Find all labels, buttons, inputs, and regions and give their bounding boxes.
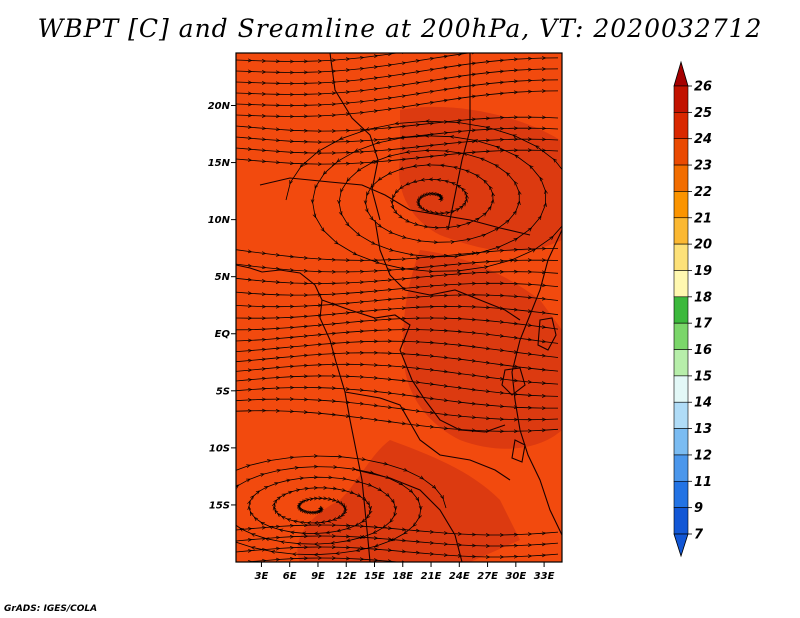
streamline-central xyxy=(236,318,559,330)
colorbar-top-arrow xyxy=(673,60,689,87)
footer-credit: GrADS: IGES/COLA xyxy=(4,604,98,614)
colorbar-segment xyxy=(673,217,689,245)
colorbar-level-label: 21 xyxy=(694,211,712,226)
colorbar-segment xyxy=(673,322,689,350)
lat-tick-label: 15N xyxy=(208,158,231,169)
colorbar-bottom-arrow xyxy=(673,533,689,558)
cyclone-south-spiral xyxy=(236,456,447,555)
colorbar-segment xyxy=(673,112,689,140)
border-south-1 xyxy=(344,391,511,481)
colorbar-level-label: 25 xyxy=(694,106,712,121)
colorbar-level-label: 22 xyxy=(694,185,712,200)
colorbar-segment xyxy=(673,480,689,508)
colorbar-segment xyxy=(673,296,689,324)
lon-tick-label: 24E xyxy=(449,571,470,582)
latitude-axis: 20N 15N 10N 5N EQ 5S 10S 15S xyxy=(208,101,236,511)
lon-tick-label: 3E xyxy=(255,571,269,582)
lon-tick-label: 12E xyxy=(336,571,357,582)
cyclone-north-spiral xyxy=(285,121,562,271)
colorbar-level-label: 24 xyxy=(694,132,712,147)
colorbar-level-label: 14 xyxy=(694,396,712,411)
border-mid-1 xyxy=(259,177,531,236)
lat-tick-label: EQ xyxy=(215,329,231,340)
lon-tick-label: 30E xyxy=(505,571,526,582)
country-borders xyxy=(236,53,562,562)
island-outline xyxy=(511,439,526,463)
lon-tick-label: 9E xyxy=(311,571,325,582)
lat-tick-label: 20N xyxy=(208,101,231,112)
colorbar-segment xyxy=(673,507,689,535)
lat-tick-label: 15S xyxy=(209,500,230,511)
lon-tick-label: 27E xyxy=(477,571,498,582)
lon-tick-label: 33E xyxy=(534,571,555,582)
west-coastline xyxy=(236,264,371,562)
colorbar: 26 25 24 23 22 21 20 19 18 17 16 15 14 13 12 11 9 7 xyxy=(673,60,713,558)
colorbar-segment xyxy=(673,243,689,271)
lake-outline-central xyxy=(501,367,526,396)
lat-tick-label: 5S xyxy=(216,386,230,397)
border-south-2 xyxy=(355,469,463,562)
colorbar-level-label: 7 xyxy=(694,528,704,543)
colorbar-level-label: 11 xyxy=(694,475,712,490)
east-coastline xyxy=(511,229,562,536)
map-frame xyxy=(235,52,563,563)
colorbar-level-label: 9 xyxy=(694,501,703,516)
colorbar-level-label: 12 xyxy=(694,448,712,463)
lon-tick-label: 18E xyxy=(392,571,413,582)
colorbar-level-label: 13 xyxy=(694,422,712,437)
colorbar-level-label: 26 xyxy=(694,80,712,95)
longitude-axis: 3E 6E 9E 12E 15E 18E 21E 24E 27E 30E 33E xyxy=(255,562,555,582)
lon-tick-label: 15E xyxy=(364,571,385,582)
colorbar-segment xyxy=(673,428,689,456)
lon-tick-label: 21E xyxy=(421,571,442,582)
lat-tick-label: 5N xyxy=(215,272,231,283)
colorbar-segment xyxy=(673,375,689,403)
lon-tick-label: 6E xyxy=(283,571,297,582)
colorbar-level-label: 17 xyxy=(694,317,713,332)
colorbar-segment xyxy=(673,349,689,377)
lat-tick-label: 10N xyxy=(208,215,231,226)
colorbar-segment xyxy=(673,138,689,166)
colorbar-level-label: 19 xyxy=(694,264,712,279)
colorbar-segment xyxy=(673,270,689,298)
lat-tick-label: 10S xyxy=(209,443,230,454)
streamline-central xyxy=(236,341,559,358)
colorbar-segment xyxy=(673,401,689,429)
colorbar-level-label: 23 xyxy=(694,159,712,174)
border-mid-2 xyxy=(374,219,521,321)
colorbar-segment xyxy=(673,454,689,482)
colorbar-segment xyxy=(673,85,689,113)
border-mid-3 xyxy=(321,299,506,433)
chart-title: WBPT [C] and Sreamline at 200hPa, VT: 20… xyxy=(37,14,763,43)
streamline-central xyxy=(236,330,559,344)
colorbar-level-label: 18 xyxy=(694,290,712,305)
colorbar-segment xyxy=(673,164,689,192)
streamline-central xyxy=(236,411,559,432)
colorbar-level-label: 20 xyxy=(694,238,712,253)
colorbar-level-label: 16 xyxy=(694,343,712,358)
colorbar-level-label: 15 xyxy=(694,369,712,384)
colorbar-segment xyxy=(673,191,689,219)
lake-outline-east xyxy=(537,317,557,351)
border-north-2 xyxy=(447,53,471,231)
border-north-1 xyxy=(329,53,381,221)
